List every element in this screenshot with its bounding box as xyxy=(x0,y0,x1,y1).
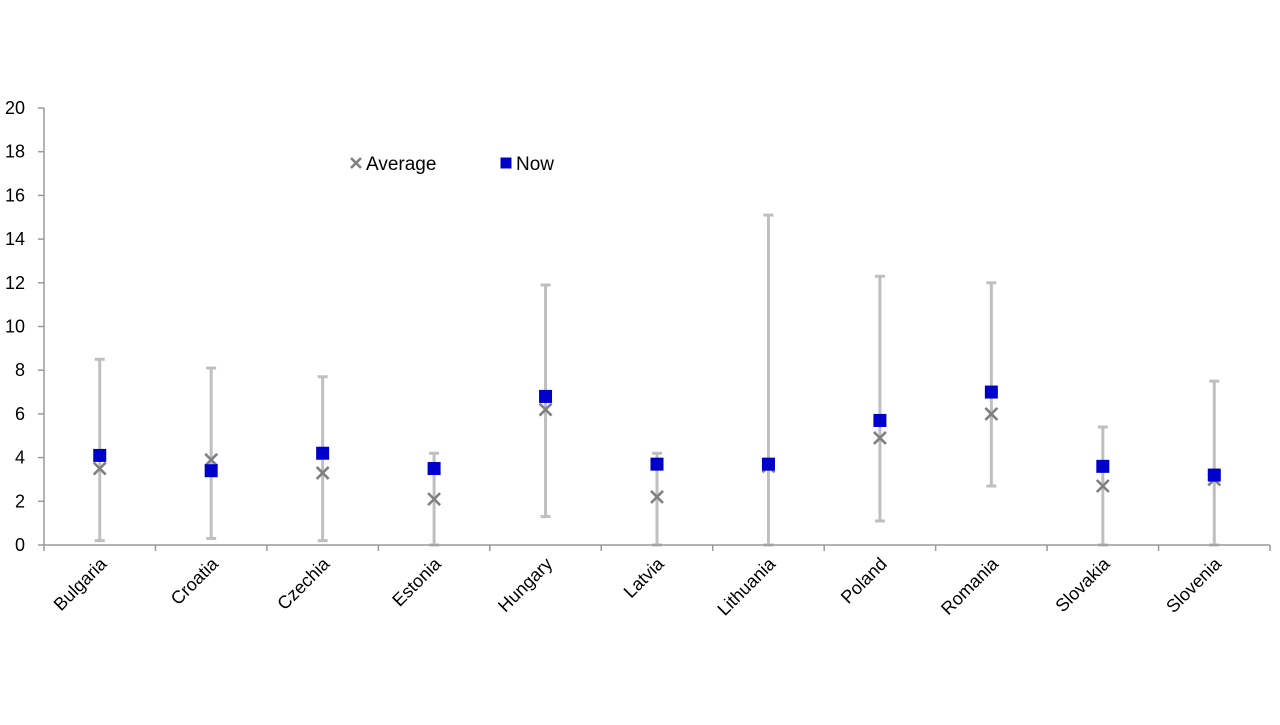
x-tick-label: Lithuania xyxy=(713,553,780,620)
y-tick-label: 18 xyxy=(5,142,25,162)
point-average xyxy=(650,490,664,504)
point-average xyxy=(204,452,219,467)
x-tick-label: Romania xyxy=(937,553,1003,619)
point-average xyxy=(427,492,442,507)
point-now xyxy=(316,446,330,460)
point-now xyxy=(761,457,775,471)
x-tick-label: Hungary xyxy=(494,554,556,616)
legend-marker-average xyxy=(350,157,362,169)
legend-marker-now xyxy=(500,157,512,169)
point-average xyxy=(872,431,887,445)
point-now xyxy=(1096,459,1110,473)
point-now xyxy=(204,464,218,478)
point-average xyxy=(315,465,330,480)
point-now xyxy=(427,462,441,476)
x-tick-label: Poland xyxy=(837,554,891,608)
point-average xyxy=(92,461,107,476)
x-tick-label: Slovakia xyxy=(1051,553,1114,616)
point-average xyxy=(984,406,999,421)
y-tick-label: 14 xyxy=(5,229,25,249)
point-now xyxy=(873,413,887,427)
point-now xyxy=(984,385,998,399)
point-now xyxy=(539,389,553,403)
x-tick-label: Estonia xyxy=(388,553,445,610)
point-now xyxy=(1207,468,1221,482)
point-now xyxy=(650,457,664,471)
point-average xyxy=(538,402,553,417)
y-tick-label: 2 xyxy=(15,491,25,511)
x-tick-label: Croatia xyxy=(167,553,223,609)
x-tick-label: Latvia xyxy=(620,553,669,602)
x-tick-label: Slovenia xyxy=(1162,553,1226,617)
y-tick-label: 8 xyxy=(15,360,25,380)
y-tick-label: 6 xyxy=(15,404,25,424)
y-tick-label: 20 xyxy=(5,98,25,118)
y-tick-label: 4 xyxy=(15,448,25,468)
y-tick-label: 0 xyxy=(15,535,25,555)
legend-label-now: Now xyxy=(516,154,554,175)
point-average xyxy=(1095,479,1110,493)
y-tick-label: 12 xyxy=(5,273,25,293)
y-tick-label: 16 xyxy=(5,185,25,205)
x-tick-label: Bulgaria xyxy=(50,553,112,615)
x-tick-label: Czechia xyxy=(273,553,334,614)
point-now xyxy=(93,448,107,462)
legend-label-average: Average xyxy=(366,154,436,175)
y-tick-label: 10 xyxy=(5,317,25,337)
